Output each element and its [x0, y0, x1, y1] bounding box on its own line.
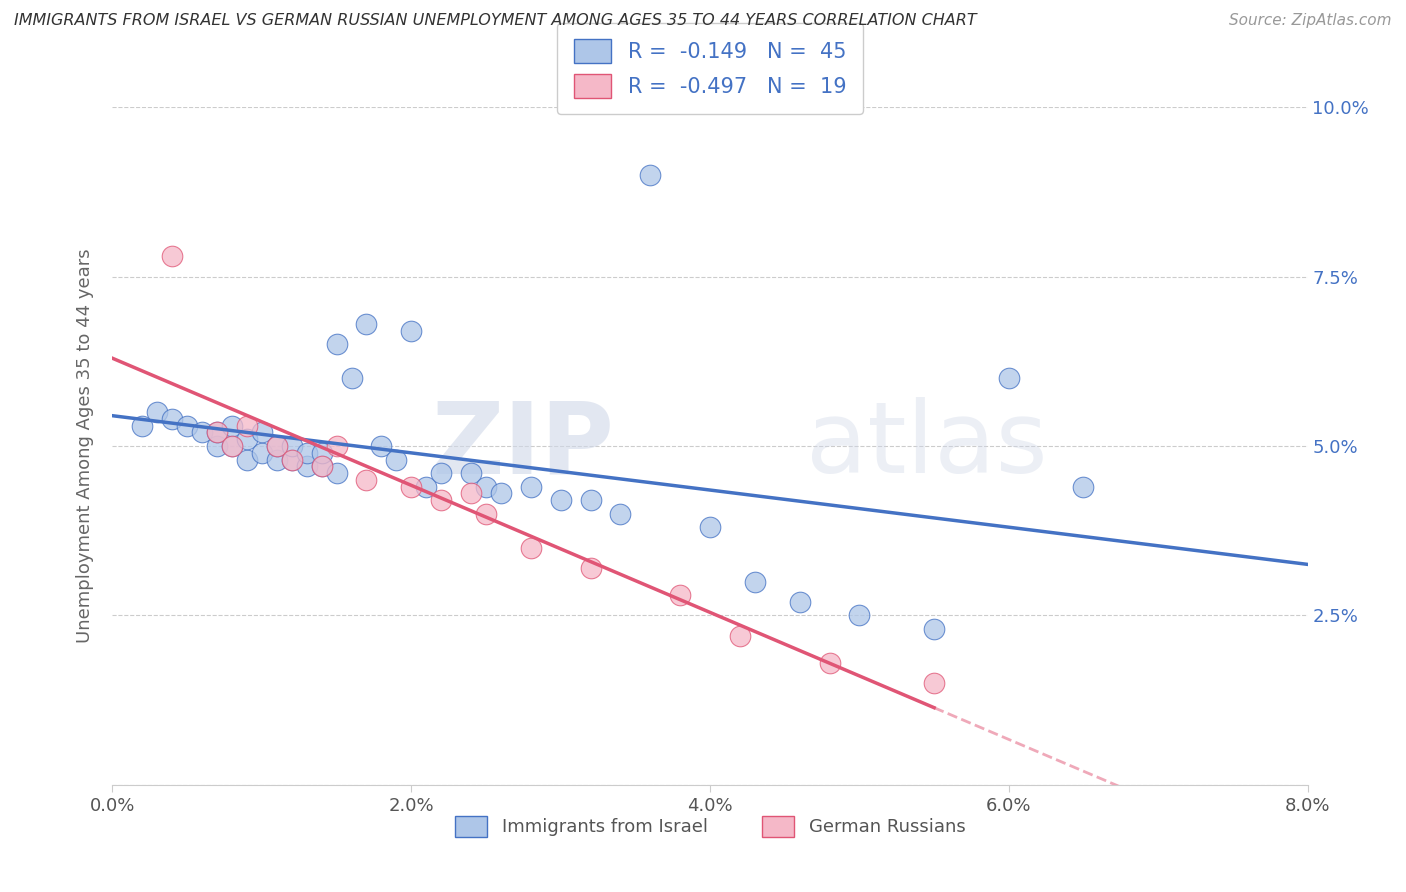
Point [430, 466, 453, 480]
Point [146, 405, 169, 419]
Text: atlas: atlas [806, 398, 1047, 494]
Point [728, 629, 751, 643]
Point [356, 317, 378, 331]
Point [221, 439, 243, 453]
Point [475, 507, 498, 521]
Point [162, 412, 183, 426]
Point [609, 507, 631, 521]
Point [236, 432, 259, 446]
Point [579, 561, 602, 575]
Point [176, 418, 198, 433]
Point [295, 459, 318, 474]
Point [579, 493, 602, 508]
Point [818, 656, 841, 670]
Point [205, 425, 228, 440]
Point [460, 466, 482, 480]
Text: IMMIGRANTS FROM ISRAEL VS GERMAN RUSSIAN UNEMPLOYMENT AMONG AGES 35 TO 44 YEARS : IMMIGRANTS FROM ISRAEL VS GERMAN RUSSIAN… [14, 13, 977, 29]
Point [370, 439, 392, 453]
Point [266, 439, 288, 453]
Point [550, 493, 572, 508]
Text: ZIP: ZIP [432, 398, 614, 494]
Point [221, 439, 243, 453]
Point [250, 446, 273, 460]
Point [848, 608, 870, 623]
Point [520, 541, 543, 555]
Point [250, 425, 273, 440]
Point [489, 486, 512, 500]
Point [281, 439, 304, 453]
Point [460, 486, 482, 500]
Point [162, 249, 183, 263]
Point [311, 459, 333, 474]
Point [311, 446, 333, 460]
Legend: Immigrants from Israel, German Russians: Immigrants from Israel, German Russians [447, 808, 973, 844]
Point [205, 439, 228, 453]
Point [640, 168, 662, 182]
Point [356, 473, 378, 487]
Text: Source: ZipAtlas.com: Source: ZipAtlas.com [1229, 13, 1392, 29]
Point [281, 452, 304, 467]
Point [669, 588, 692, 602]
Point [205, 425, 228, 440]
Point [430, 493, 453, 508]
Point [221, 418, 243, 433]
Y-axis label: Unemployment Among Ages 35 to 44 years: Unemployment Among Ages 35 to 44 years [76, 249, 94, 643]
Point [281, 452, 304, 467]
Point [266, 439, 288, 453]
Point [191, 425, 214, 440]
Point [699, 520, 721, 534]
Point [340, 371, 363, 385]
Point [236, 452, 259, 467]
Point [922, 622, 945, 636]
Point [325, 337, 347, 351]
Point [922, 676, 945, 690]
Point [520, 480, 543, 494]
Point [789, 595, 811, 609]
Point [311, 459, 333, 474]
Point [385, 452, 408, 467]
Point [415, 480, 437, 494]
Point [131, 418, 153, 433]
Point [295, 446, 318, 460]
Point [401, 324, 423, 338]
Point [325, 439, 347, 453]
Point [236, 418, 259, 433]
Point [401, 480, 423, 494]
Point [475, 480, 498, 494]
Point [998, 371, 1021, 385]
Point [266, 452, 288, 467]
Point [1073, 480, 1095, 494]
Point [325, 466, 347, 480]
Point [744, 574, 766, 589]
